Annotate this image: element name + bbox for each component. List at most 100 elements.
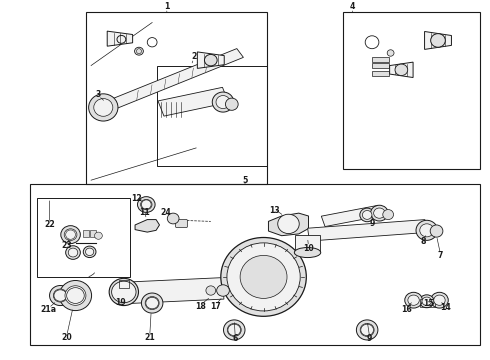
Text: 2: 2 [191,52,196,61]
Text: 14: 14 [440,303,451,312]
Text: 10: 10 [303,244,314,253]
Polygon shape [122,278,224,304]
Text: 18: 18 [196,302,206,311]
Ellipse shape [225,98,238,110]
Ellipse shape [294,248,321,257]
Ellipse shape [49,285,71,306]
Ellipse shape [68,248,78,257]
Ellipse shape [374,208,385,218]
Ellipse shape [360,208,374,222]
Text: 24: 24 [160,208,172,217]
Ellipse shape [419,295,434,308]
Ellipse shape [217,285,229,296]
Ellipse shape [356,320,378,340]
Ellipse shape [431,292,448,308]
Text: 5: 5 [243,176,247,185]
Ellipse shape [227,323,241,337]
Ellipse shape [420,224,434,237]
Ellipse shape [223,320,245,340]
Text: 6: 6 [233,334,238,343]
Polygon shape [390,62,413,77]
Ellipse shape [405,292,422,308]
Polygon shape [269,213,309,236]
Ellipse shape [430,225,443,237]
Text: 9: 9 [369,219,375,228]
Text: 8: 8 [420,237,426,246]
Ellipse shape [138,197,155,212]
Text: 21a: 21a [41,305,56,314]
Ellipse shape [363,211,372,219]
Ellipse shape [145,297,159,310]
Ellipse shape [59,280,92,311]
Bar [30,184,480,345]
Text: 4: 4 [350,2,355,11]
Bar [372,71,389,76]
Text: 20: 20 [61,333,72,342]
Ellipse shape [408,295,419,305]
Text: 9: 9 [367,334,372,343]
Ellipse shape [112,281,136,303]
Text: 16: 16 [401,305,412,314]
Ellipse shape [85,248,94,256]
Text: 19: 19 [115,298,126,307]
Text: 21: 21 [145,333,155,342]
Ellipse shape [383,210,393,220]
Polygon shape [321,206,381,226]
Text: 22: 22 [44,220,55,229]
Bar [86,12,267,184]
Ellipse shape [240,255,287,298]
Ellipse shape [422,297,432,305]
Ellipse shape [204,54,217,66]
Ellipse shape [61,226,80,244]
Ellipse shape [416,220,438,240]
Text: 13: 13 [269,206,280,215]
Ellipse shape [434,295,445,305]
Ellipse shape [431,33,445,47]
Ellipse shape [53,289,67,302]
Bar [83,230,89,238]
Polygon shape [107,31,133,46]
Ellipse shape [64,229,77,240]
Ellipse shape [206,286,216,295]
Bar [420,300,435,307]
Ellipse shape [89,94,118,121]
Bar [37,198,130,277]
Ellipse shape [370,205,388,221]
Ellipse shape [65,286,86,305]
Ellipse shape [361,324,373,336]
Ellipse shape [216,95,230,109]
Ellipse shape [66,246,80,259]
Ellipse shape [109,278,139,306]
Ellipse shape [66,230,75,239]
Text: 23: 23 [61,241,72,250]
Polygon shape [158,87,228,116]
Text: 12: 12 [131,194,142,203]
Ellipse shape [278,214,299,234]
Polygon shape [99,49,244,113]
Polygon shape [424,31,451,49]
Ellipse shape [83,246,96,257]
Ellipse shape [54,290,67,301]
Ellipse shape [141,199,152,210]
Bar [119,280,129,288]
Ellipse shape [67,288,84,303]
Ellipse shape [360,323,374,337]
Ellipse shape [142,200,151,209]
Ellipse shape [135,47,144,55]
Polygon shape [197,52,224,68]
Bar [157,66,267,166]
FancyBboxPatch shape [175,220,187,228]
Ellipse shape [395,64,408,76]
Bar [372,57,389,62]
Text: 7: 7 [438,251,443,260]
Polygon shape [295,235,320,252]
Ellipse shape [142,293,163,313]
Ellipse shape [227,243,300,311]
Ellipse shape [167,213,179,224]
Bar [372,63,389,68]
Text: 11: 11 [140,208,150,217]
Text: 1: 1 [164,2,170,11]
Ellipse shape [221,238,306,316]
Text: 17: 17 [210,302,221,311]
Ellipse shape [228,324,241,336]
